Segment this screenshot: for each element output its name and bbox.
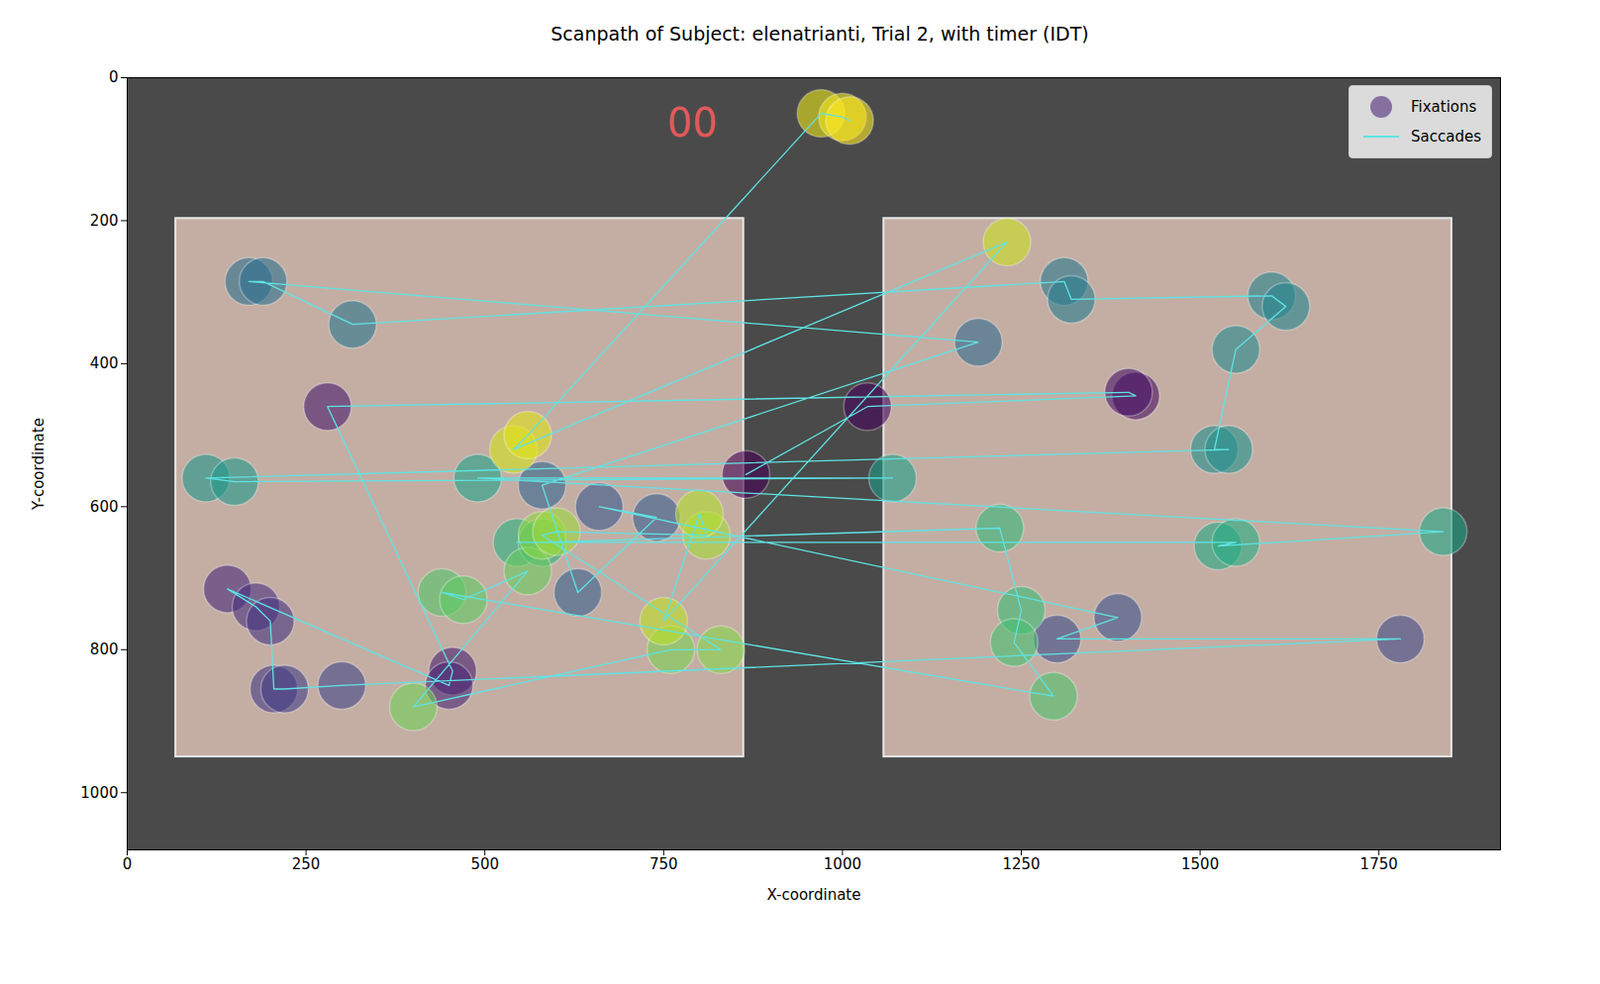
svg-text:600: 600 xyxy=(90,498,119,516)
svg-text:1250: 1250 xyxy=(1001,855,1040,874)
svg-text:00: 00 xyxy=(667,100,718,146)
svg-text:200: 200 xyxy=(90,211,119,230)
svg-text:1000: 1000 xyxy=(80,784,118,802)
svg-text:750: 750 xyxy=(649,855,679,874)
svg-text:400: 400 xyxy=(90,354,119,373)
html-text:Scanpath of Subject: elenatria: Scanpath of Subject: elenatrianti, Trial… xyxy=(550,22,1089,45)
svg-text:Y-coordinate: Y-coordinate xyxy=(29,417,48,511)
svg-text:X-coordinate: X-coordinate xyxy=(767,886,862,904)
html-text:Saccades: Saccades xyxy=(1410,127,1482,146)
svg-text:1000: 1000 xyxy=(823,855,862,874)
svg-text:800: 800 xyxy=(90,640,119,659)
svg-text:1750: 1750 xyxy=(1360,855,1399,874)
html-text:Fixations: Fixations xyxy=(1410,98,1477,116)
svg-text:1500: 1500 xyxy=(1181,855,1219,874)
svg-text:250: 250 xyxy=(292,855,321,874)
svg-text:500: 500 xyxy=(470,855,500,874)
svg-text:0: 0 xyxy=(108,68,119,87)
svg-text:0: 0 xyxy=(122,855,133,874)
